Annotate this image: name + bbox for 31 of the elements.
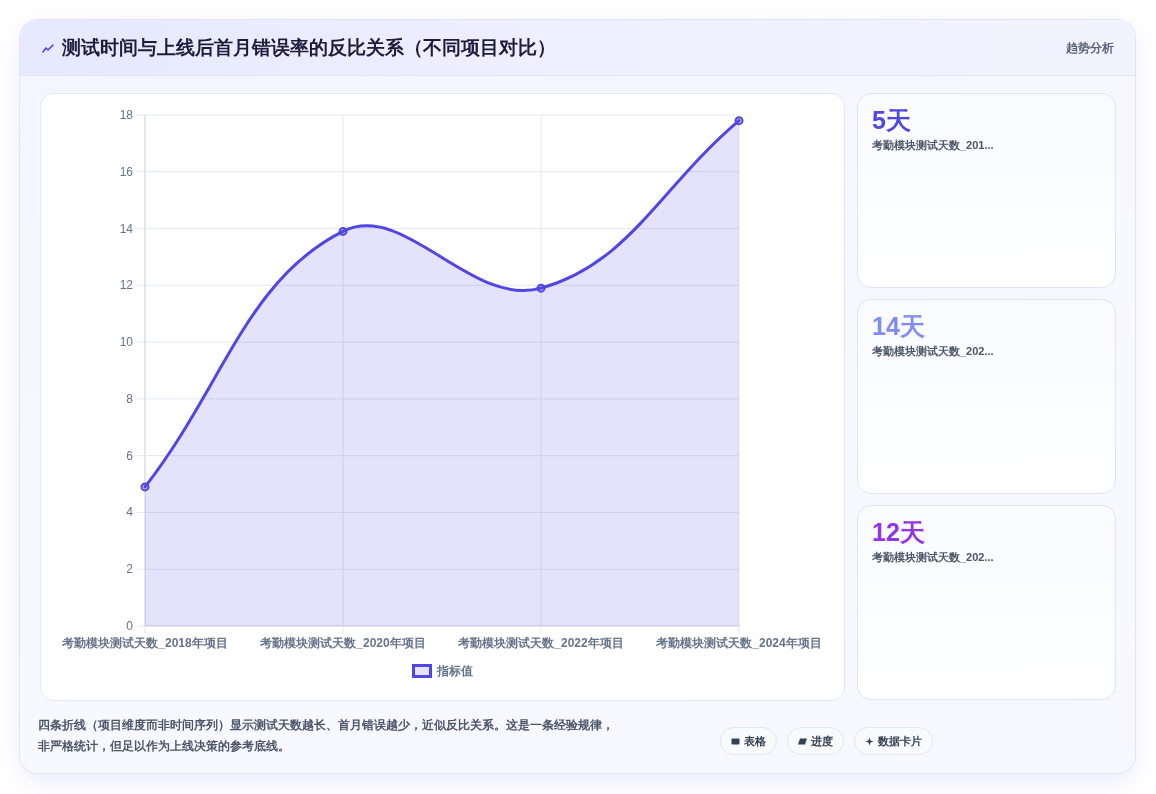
point xyxy=(140,482,150,492)
text: 5天 xyxy=(872,105,911,135)
y-tick-label: 12 xyxy=(119,278,134,293)
y-tick-label: 16 xyxy=(119,164,134,179)
x-tick-label: 考勤模块测试天数_2024年项目 xyxy=(655,636,822,650)
x-tick-label: 考勤模块测试天数_2020年项目 xyxy=(259,636,426,650)
chart-title: 测试时间与上线后首月错误率的反比关系（不同项目对比） xyxy=(62,37,556,59)
y-tick-label: 18 xyxy=(119,108,134,122)
text: 四条折线（项目维度而非时间序列）显示测试天数越长、首月错误越少，近似反比关系。这是一条经验规律，非严格统计，但足以作为上线决策的参考底线。 xyxy=(38,717,615,755)
legend-label: 指标值 xyxy=(436,664,473,678)
point xyxy=(536,283,546,293)
text: 考勤模块测试天数_202... xyxy=(872,344,994,358)
y-tick-label: 6 xyxy=(126,448,134,463)
x-tick-label: 考勤模块测试天数_2022年项目 xyxy=(457,636,624,650)
text: 考勤模块测试天数_201... xyxy=(872,138,994,152)
text: 数据卡片 xyxy=(878,733,922,749)
text: 考勤模块测试天数_202... xyxy=(872,550,994,564)
y-tick-label: 2 xyxy=(126,562,134,577)
text: 14天 xyxy=(872,311,925,341)
x-tick-label: 考勤模块测试天数_2018年项目 xyxy=(61,636,228,650)
text: 表格 xyxy=(744,733,766,749)
text: 12天 xyxy=(872,517,925,547)
y-tick-label: 8 xyxy=(126,391,134,406)
point xyxy=(734,116,744,126)
y-tick-label: 10 xyxy=(119,335,134,350)
y-tick-label: 0 xyxy=(126,619,134,633)
point xyxy=(338,226,348,236)
text: 趋势分析 xyxy=(1066,40,1114,56)
y-tick-label: 14 xyxy=(119,221,134,236)
y-tick-label: 4 xyxy=(126,505,134,520)
text: 进度 xyxy=(811,733,833,749)
